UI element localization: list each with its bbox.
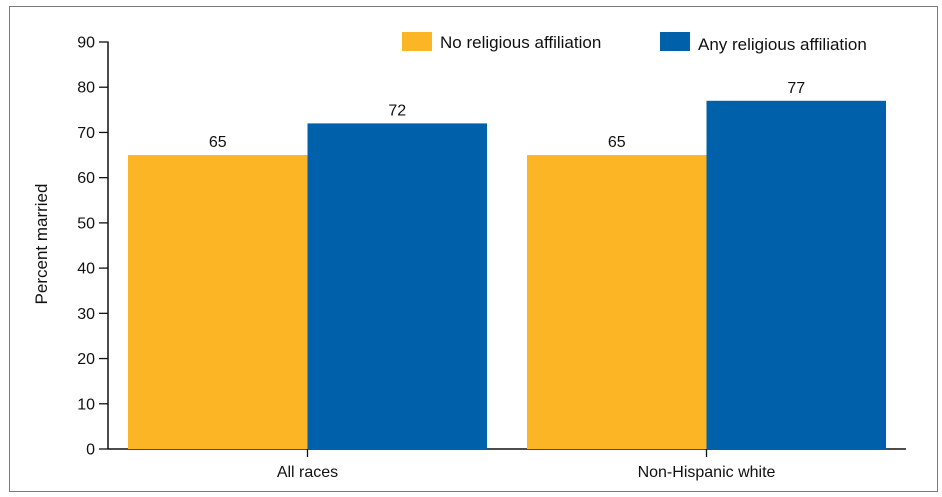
y-tick-label: 10 [77, 396, 95, 413]
bar [527, 155, 707, 450]
y-tick-label: 50 [77, 215, 95, 232]
legend-swatch [402, 32, 432, 51]
legend-swatch [660, 32, 690, 51]
legend-label: No religious affiliation [440, 33, 601, 52]
y-tick-label: 0 [86, 442, 95, 459]
bar-value-label: 72 [388, 102, 406, 119]
y-tick-label: 20 [77, 351, 95, 368]
x-category-label: Non-Hispanic white [638, 464, 776, 481]
bar [128, 155, 308, 450]
x-category-label: All races [277, 464, 338, 481]
bar [706, 100, 886, 450]
legend-label: Any religious affiliation [698, 35, 867, 54]
y-tick-label: 40 [77, 261, 95, 278]
y-tick-label: 70 [77, 125, 95, 142]
chart-legend: No religious affiliation Any religious af… [402, 32, 867, 54]
bar-value-label: 77 [787, 80, 805, 97]
y-tick-label: 60 [77, 170, 95, 187]
chart-bars: 65 72 65 77 [128, 80, 886, 450]
y-axis-label: Percent married [32, 184, 51, 305]
y-tick-label: 80 [77, 80, 95, 97]
bar [307, 123, 487, 450]
y-tick-label: 30 [77, 306, 95, 323]
y-tick-label: 90 [77, 35, 95, 52]
bar-value-label: 65 [608, 134, 626, 151]
bar-value-label: 65 [209, 134, 227, 151]
